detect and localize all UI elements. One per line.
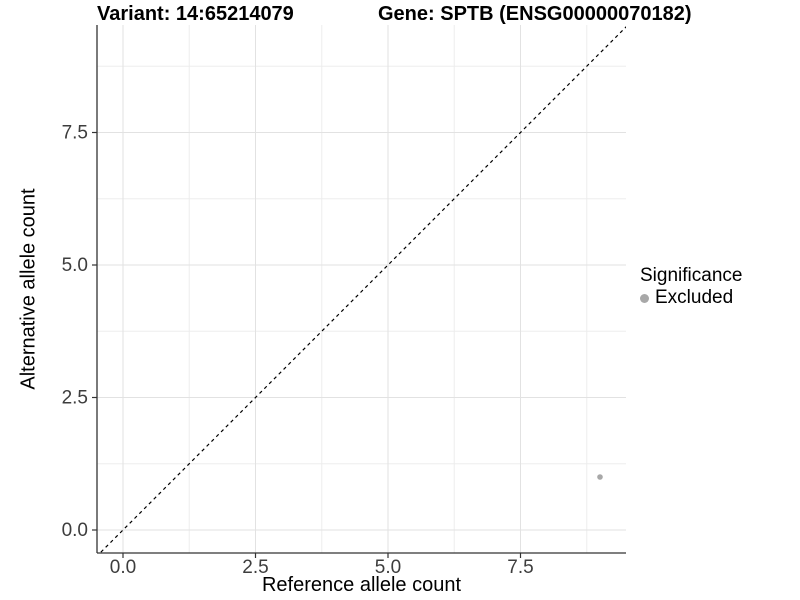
- y-axis-title: Alternative allele count: [17, 188, 40, 390]
- plot-title-variant: Variant: 14:65214079: [97, 3, 294, 25]
- legend-title: Significance: [640, 265, 743, 286]
- legend-item-excluded: Excluded: [640, 287, 742, 309]
- y-tick-label: 2.5: [62, 388, 88, 409]
- y-tick-label: 0.0: [62, 520, 88, 541]
- x-tick-label: 2.5: [242, 557, 268, 578]
- plot-title-gene: Gene: SPTB (ENSG00000070182): [378, 3, 692, 25]
- x-tick-label: 5.0: [375, 557, 401, 578]
- identity-reference-line: [99, 26, 626, 553]
- y-tick-label: 5.0: [62, 255, 88, 276]
- legend-item-label: Excluded: [655, 287, 734, 308]
- data-point: [597, 474, 603, 480]
- legend-point-icon: [640, 293, 649, 303]
- x-axis-title: Reference allele count: [261, 574, 461, 596]
- legend: Significance Excluded: [640, 265, 742, 309]
- y-tick-label: 7.5: [62, 123, 88, 144]
- x-tick-label: 7.5: [507, 557, 533, 578]
- x-tick-label: 0.0: [110, 557, 136, 578]
